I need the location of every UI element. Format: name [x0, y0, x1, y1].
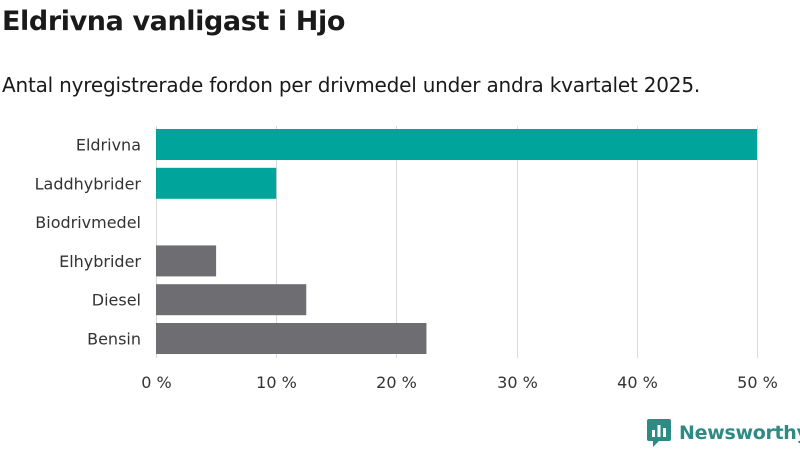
bar-diesel	[156, 284, 307, 316]
category-label: Laddhybrider	[35, 174, 142, 193]
gridlines	[156, 126, 758, 358]
bars	[156, 129, 757, 354]
newsworthy-logo-text: Newsworthy	[679, 422, 800, 444]
x-tick-label: 10 %	[256, 373, 297, 392]
category-label: Eldrivna	[76, 136, 141, 155]
category-label: Elhybrider	[59, 252, 141, 271]
newsworthy-logo-icon	[647, 419, 671, 447]
x-tick-label: 40 %	[617, 373, 658, 392]
bar-eldrivna	[156, 129, 757, 160]
x-tick-label: 20 %	[376, 373, 417, 392]
bar-elhybrider	[156, 245, 217, 277]
category-label: Bensin	[87, 330, 141, 349]
x-tick-labels: 0 % 10 % 20 % 30 % 40 % 50 %	[141, 373, 778, 392]
x-tick-label: 30 %	[497, 373, 538, 392]
bar-laddhybrider	[156, 167, 277, 199]
x-tick-label: 0 %	[141, 373, 171, 392]
chart-subtitle: Antal nyregistrerade fordon per drivmede…	[2, 73, 701, 97]
chart-title: Eldrivna vanligast i Hjo	[2, 6, 345, 37]
x-tick-label: 50 %	[737, 373, 778, 392]
bar-bensin	[156, 323, 427, 354]
category-labels: Eldrivna Laddhybrider Biodrivmedel Elhybrid…	[35, 136, 142, 349]
category-label: Biodrivmedel	[35, 213, 141, 232]
newsworthy-logo: Newsworthy	[645, 417, 800, 449]
category-label: Diesel	[92, 291, 141, 310]
